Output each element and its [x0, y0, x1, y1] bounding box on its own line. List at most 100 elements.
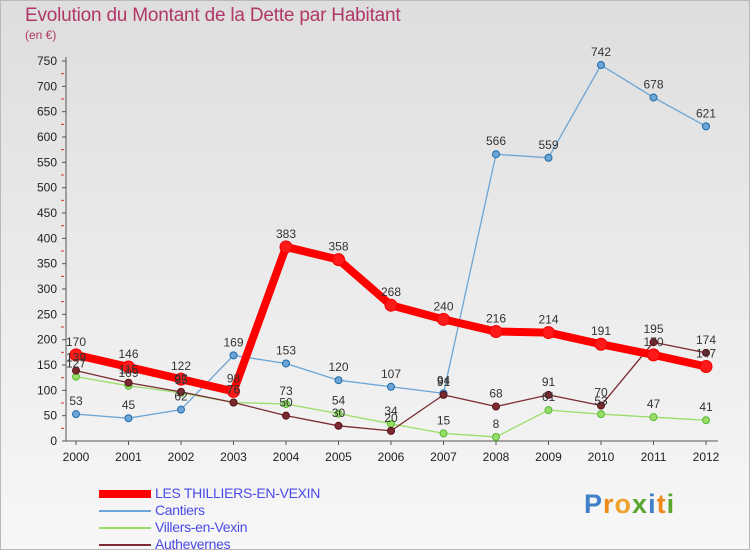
- data-label: 8: [493, 417, 500, 431]
- data-label: 174: [696, 333, 716, 347]
- x-tick-label: 2005: [325, 450, 352, 464]
- logo-letter: o: [614, 489, 633, 519]
- data-label: 147: [696, 347, 716, 361]
- data-point: [597, 410, 605, 419]
- x-tick-label: 2000: [63, 450, 90, 464]
- logo-letter: i: [648, 489, 657, 519]
- data-label: 50: [279, 396, 293, 410]
- data-label: 107: [381, 367, 401, 381]
- data-point: [279, 240, 293, 254]
- data-point: [332, 253, 345, 267]
- data-label: 95: [174, 373, 188, 387]
- y-tick-label: 50: [44, 409, 58, 423]
- y-tick-label: 600: [37, 130, 57, 144]
- data-label: 383: [276, 227, 296, 241]
- data-label: 68: [489, 387, 503, 401]
- data-point: [489, 325, 503, 339]
- y-tick-label: 450: [37, 206, 57, 220]
- data-label: 91: [437, 375, 451, 389]
- chart-title: Evolution du Montant de la Dette par Hab…: [25, 5, 401, 26]
- data-label: 216: [486, 312, 506, 326]
- data-label: 153: [276, 343, 296, 357]
- data-label: 62: [174, 390, 188, 404]
- data-point: [227, 384, 240, 398]
- data-label: 61: [542, 390, 556, 404]
- y-tick-label: 350: [37, 257, 57, 271]
- data-label: 53: [69, 394, 83, 408]
- data-label: 15: [437, 413, 451, 427]
- data-point: [229, 398, 238, 407]
- data-point: [649, 413, 658, 422]
- data-point: [72, 410, 80, 419]
- data-label: 94: [437, 373, 451, 387]
- logo-letter: P: [584, 489, 604, 519]
- data-label: 97: [174, 372, 188, 386]
- x-tick-label: 2010: [588, 450, 615, 464]
- y-tick-label: 250: [37, 307, 57, 321]
- data-point: [122, 360, 135, 374]
- data-label: 120: [328, 360, 348, 374]
- data-point: [492, 432, 500, 441]
- data-point: [597, 61, 605, 70]
- data-point: [282, 359, 290, 368]
- data-point: [649, 93, 658, 102]
- logo-letter: t: [656, 489, 667, 519]
- data-label: 53: [594, 394, 608, 408]
- data-point: [72, 366, 80, 375]
- data-label: 195: [643, 322, 663, 336]
- legend-label: LES THILLIERS-EN-VEXIN: [155, 485, 321, 501]
- data-point: [334, 409, 343, 418]
- data-label: 41: [699, 400, 713, 414]
- data-point: [544, 390, 553, 399]
- x-tick-label: 2011: [641, 450, 667, 464]
- y-tick-label: 150: [37, 358, 57, 372]
- data-label: 127: [66, 357, 86, 371]
- data-point: [492, 150, 500, 159]
- data-label: 115: [119, 363, 138, 377]
- data-point: [597, 401, 605, 410]
- data-point: [542, 326, 555, 340]
- data-label: 47: [647, 397, 661, 411]
- data-point: [69, 348, 83, 362]
- legend-label: Villers-en-Vexin: [155, 519, 248, 535]
- proxiti-logo: Proxiti: [584, 489, 675, 520]
- data-point: [334, 376, 343, 385]
- data-label: 30: [332, 406, 346, 420]
- data-label: 678: [643, 77, 663, 91]
- x-tick-label: 2002: [168, 450, 195, 464]
- data-point: [492, 402, 500, 411]
- x-tick-label: 2001: [115, 450, 142, 464]
- data-point: [387, 426, 395, 435]
- data-point: [439, 390, 448, 399]
- logo-letter: x: [632, 489, 649, 519]
- data-label: 559: [538, 138, 558, 152]
- data-point: [282, 400, 290, 409]
- x-tick-label: 2006: [378, 450, 405, 464]
- data-label: 76: [227, 382, 241, 396]
- x-tick-label: 2009: [535, 450, 562, 464]
- data-point: [702, 348, 710, 357]
- y-tick-label: 750: [37, 54, 57, 68]
- y-tick-label: 650: [37, 105, 57, 119]
- data-point: [437, 312, 450, 326]
- data-point: [124, 378, 133, 387]
- legend-swatch: [99, 544, 151, 546]
- y-tick-label: 400: [37, 231, 57, 245]
- data-label: 34: [384, 404, 398, 418]
- data-label: 240: [433, 299, 453, 313]
- data-point: [229, 351, 238, 360]
- data-point: [282, 411, 290, 420]
- y-tick-label: 300: [37, 282, 57, 296]
- y-tick-label: 700: [37, 79, 57, 93]
- y-tick-label: 500: [37, 181, 57, 195]
- data-point: [177, 387, 185, 396]
- data-point: [702, 122, 710, 131]
- x-tick-label: 2004: [273, 450, 300, 464]
- data-label: 268: [381, 285, 401, 299]
- data-label: 98: [227, 371, 241, 385]
- data-point: [439, 429, 448, 438]
- data-label: 54: [332, 394, 346, 408]
- data-label: 146: [118, 347, 138, 361]
- data-label: 621: [696, 106, 716, 120]
